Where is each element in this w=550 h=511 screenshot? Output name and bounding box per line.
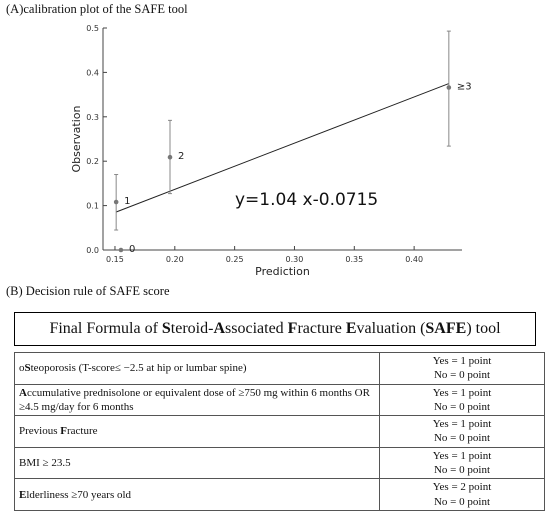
rule-criterion: Previous Fracture <box>14 415 380 448</box>
formula-title-part: teroid- <box>170 320 214 337</box>
fit-equation: y=1.04 x-0.0715 <box>235 190 378 210</box>
criterion-text: ccumulative prednisolone or equivalent d… <box>19 386 370 413</box>
formula-title-part: ) tool <box>466 320 501 337</box>
formula-title-part: racture <box>297 320 346 337</box>
data-point <box>446 85 452 90</box>
points-yes: Yes = 1 point <box>432 418 492 431</box>
points-yes: Yes = 1 point <box>432 449 492 462</box>
points-no: No = 0 point <box>433 432 490 445</box>
formula-title-part: S <box>161 320 171 337</box>
points-no: No = 0 point <box>433 495 490 508</box>
criterion-text: racture <box>66 425 98 438</box>
y-axis-label: Observation <box>70 105 83 172</box>
x-tick-label: 0.25 <box>226 255 244 264</box>
x-axis-label: Prediction <box>255 265 310 278</box>
points-no: No = 0 point <box>433 464 490 477</box>
criterion-text: A <box>19 386 27 399</box>
criterion-text: lderliness ≥70 years old <box>26 488 132 501</box>
points-yes: Yes = 1 point <box>432 386 492 399</box>
y-tick-label: 0.3 <box>86 113 99 122</box>
criterion-text: BMI ≥ 23.5 <box>19 456 71 469</box>
y-tick-label: 0.2 <box>86 157 99 166</box>
rule-points: Yes = 1 point No = 0 point <box>379 383 545 417</box>
rule-row: BMI ≥ 23.5 Yes = 1 point No = 0 point <box>14 446 545 480</box>
rule-row: Accumulative prednisolone or equivalent … <box>14 383 545 417</box>
point-label: 1 <box>124 196 130 207</box>
x-tick-label: 0.35 <box>345 255 363 264</box>
formula-title-part: ssociated <box>225 320 288 337</box>
formula-title-part: A <box>213 320 226 337</box>
rule-criterion: oSteoporosis (T-score≤ −2.5 at hip or lu… <box>14 352 380 385</box>
points-no: No = 0 point <box>433 400 490 413</box>
rule-row: Previous Fracture Yes = 1 point No = 0 poi… <box>14 415 545 448</box>
point-label: ≥3 <box>457 81 472 92</box>
x-tick-label: 0.20 <box>166 255 184 264</box>
fit-line <box>115 83 450 213</box>
panel-a-title: (A)calibration plot of the SAFE tool <box>6 2 188 16</box>
y-tick-label: 0.4 <box>86 68 99 77</box>
point-label: 0 <box>129 244 135 255</box>
x-tick-label: 0.30 <box>286 255 304 264</box>
criterion-text: o <box>19 362 25 375</box>
formula-title-part: E <box>345 320 357 337</box>
x-tick-label: 0.40 <box>405 255 423 264</box>
data-point <box>167 154 173 160</box>
criterion-text: teoporosis (T-score≤ −2.5 at hip or lumb… <box>30 362 247 375</box>
formula-title-part: valuation ( <box>356 320 426 337</box>
criterion-text: F <box>60 425 67 438</box>
points-no: No = 0 point <box>433 369 490 382</box>
rule-row: oSteoporosis (T-score≤ −2.5 at hip or lu… <box>14 352 545 385</box>
x-tick-label: 0.15 <box>106 255 124 264</box>
points-yes: Yes = 2 point <box>432 481 492 494</box>
panel-b-title: (B) Decision rule of SAFE score <box>6 284 170 298</box>
calibration-plot: 0.15 0.20 0.25 0.30 0.35 0.400.00.10.20.30.40… <box>70 24 472 278</box>
y-tick-label: 0.0 <box>86 246 99 255</box>
data-point <box>118 247 124 253</box>
y-tick-label: 0.1 <box>86 202 99 211</box>
rule-criterion: BMI ≥ 23.5 <box>14 446 380 480</box>
data-point <box>113 199 119 205</box>
criterion-text: Previous <box>19 425 61 438</box>
formula-title-part: F <box>287 320 298 337</box>
rule-criterion: Elderliness ≥70 years old <box>14 478 380 511</box>
criterion-text: E <box>19 488 27 501</box>
rule-points: Yes = 1 point No = 0 point <box>379 415 545 448</box>
y-tick-label: 0.5 <box>86 24 99 33</box>
rule-points: Yes = 1 point No = 0 point <box>379 446 545 480</box>
decision-rule-table: oSteoporosis (T-score≤ −2.5 at hip or lu… <box>14 352 545 511</box>
criterion-text: S <box>24 362 31 375</box>
rule-points: Yes = 2 point No = 0 point <box>379 478 545 511</box>
rule-criterion: Accumulative prednisolone or equivalent … <box>14 383 380 417</box>
rule-row: Elderliness ≥70 years old Yes = 2 point No… <box>14 478 545 511</box>
formula-title-part: Final Formula of <box>49 320 162 337</box>
point-label: 2 <box>178 151 184 162</box>
formula-title-part: SAFE <box>425 320 467 337</box>
rule-points: Yes = 1 point No = 0 point <box>379 352 545 385</box>
points-yes: Yes = 1 point <box>432 355 492 367</box>
